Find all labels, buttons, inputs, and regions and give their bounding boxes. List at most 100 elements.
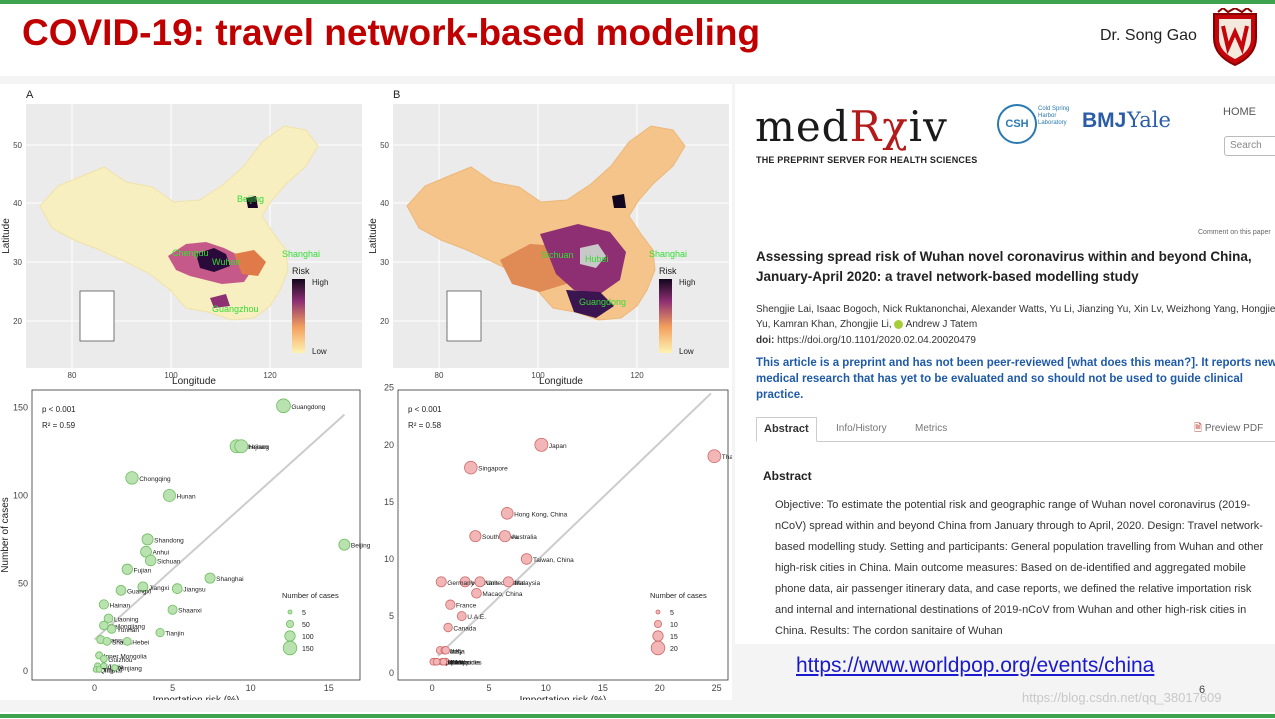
data-point (500, 507, 514, 520)
y-tick-label: 10 (384, 554, 394, 564)
data-point (469, 530, 482, 543)
data-point-label: Gansu (106, 638, 126, 645)
y-tick-label: 150 (13, 403, 28, 413)
regression-line (93, 413, 346, 641)
university-crest-icon (1213, 8, 1257, 66)
data-point-label: Tianjin (165, 631, 184, 638)
y-tick-label: 25 (384, 383, 394, 393)
data-point (141, 533, 154, 546)
plot-frame (31, 389, 361, 681)
data-point (498, 530, 511, 543)
svg-text:80: 80 (68, 371, 77, 380)
data-point-label: Shaanxi (178, 608, 202, 615)
medrxiv-logo[interactable]: medRχiv (755, 102, 948, 151)
data-point (100, 655, 108, 663)
tab-info-history[interactable]: Info/History (836, 423, 887, 434)
legend-marker (655, 609, 661, 615)
data-point (445, 599, 456, 610)
svg-text:Low: Low (679, 347, 694, 356)
comment-link[interactable]: Comment on this paper (1198, 229, 1271, 236)
tab-abstract[interactable]: Abstract (756, 417, 817, 442)
svg-text:Wuhan: Wuhan (212, 257, 240, 267)
data-point (474, 576, 486, 588)
data-point-label: Japan (549, 443, 567, 450)
y-tick-label: 20 (384, 440, 394, 450)
data-point-label: Tibet (103, 667, 117, 674)
data-point (95, 666, 103, 673)
map-b-risk-hubei (580, 244, 606, 268)
map-a-risk-core (196, 248, 230, 272)
orcid-icon[interactable] (894, 319, 904, 329)
data-point-label: Malaysia (514, 580, 540, 587)
data-point-label: Thailand (722, 454, 732, 461)
x-tick-label: 0 (430, 683, 435, 693)
top-border (0, 0, 1275, 4)
data-point (111, 664, 119, 672)
figure-svg: A Beijing Chengdu Wuhan Shanghai Guangzh… (0, 89, 732, 700)
search-input[interactable]: Search (1224, 136, 1275, 156)
data-point-label: Sri Lanka (441, 660, 469, 667)
data-point-label: Italy (451, 648, 464, 655)
bmj-logo[interactable]: BMJ (1082, 109, 1127, 132)
map-b-axes: 80 100 120 20 30 40 50 Longitude Latitud… (368, 141, 644, 387)
data-point-label: Hebei (132, 639, 149, 646)
legend-value: 10 (670, 622, 678, 629)
legend-marker (285, 620, 294, 629)
svg-text:20: 20 (380, 317, 389, 326)
preview-pdf-button[interactable]: 🗎 Preview PDF (1194, 423, 1264, 434)
data-point-label: Spain (447, 660, 464, 667)
data-point (520, 553, 533, 565)
map-b-city-labels: Sichuan Hubei Shanghai Guangdong (541, 249, 687, 307)
y-tick-label: 5 (389, 611, 394, 621)
data-point-label: Chongqing (139, 476, 171, 483)
map-a-legend: Risk High Low (292, 266, 328, 356)
legend-title: Number of cases (282, 591, 339, 600)
data-point (171, 583, 183, 594)
article-doi: doi: https://doi.org/10.1101/2020.02.04.… (756, 335, 976, 346)
article-tabs: Abstract Info/History Metrics 🗎 Preview … (756, 417, 1275, 442)
data-point (121, 563, 133, 575)
legend-marker (282, 640, 298, 656)
article-authors: Shengjie Lai, Isaac Bogoch, Nick Ruktano… (756, 304, 1275, 330)
data-point (502, 576, 514, 588)
map-b-risk-beijing (612, 194, 626, 208)
regression-line (437, 392, 712, 657)
legend-marker (652, 630, 664, 642)
scatter-plot-countries: 0 5 10 15 20 25 0 5 10 15 20 25 Importation risk (%)… (384, 383, 732, 700)
legend-title: Number of cases (650, 591, 707, 600)
x-tick-label: 15 (598, 683, 608, 693)
data-point-label: Guizhou (108, 657, 133, 664)
data-point (107, 624, 117, 634)
data-point-label: Jiangsu (183, 587, 206, 594)
x-tick-label: 15 (324, 683, 334, 693)
tab-metrics[interactable]: Metrics (915, 423, 948, 434)
svg-text:Guangdong: Guangdong (579, 297, 626, 307)
x-tick-label: 25 (712, 683, 722, 693)
yale-logo[interactable]: Yale (1127, 108, 1171, 132)
svg-text:Guangzhou: Guangzhou (212, 304, 259, 314)
svg-text:50: 50 (13, 141, 22, 150)
svg-text:20: 20 (13, 317, 22, 326)
data-point (115, 585, 127, 596)
map-a-risk-guangzhou (210, 294, 230, 308)
data-point-label: U.A.E. (467, 614, 486, 621)
data-point (162, 488, 176, 502)
home-link[interactable]: HOME (1223, 106, 1256, 118)
svg-text:120: 120 (630, 371, 644, 380)
data-point-label: Heilongjiang (109, 624, 145, 631)
data-point-label: Sichuan (157, 558, 181, 565)
data-point-label: India (448, 660, 462, 667)
x-axis-label: Importation risk (%) (520, 695, 607, 700)
worldpop-link[interactable]: https://www.worldpop.org/events/china (796, 654, 1155, 677)
svg-text:Hubei: Hubei (585, 254, 609, 264)
p-value-label: p < 0.001 (42, 405, 76, 414)
csh-logo-icon[interactable]: CSH (997, 104, 1037, 144)
doi-link[interactable]: https://doi.org/10.1101/2020.02.04.20020… (777, 335, 976, 346)
x-axis-label: Importation risk (%) (153, 695, 240, 700)
data-point (276, 398, 291, 414)
map-a-risk-east (234, 250, 266, 276)
data-point-label: Cambodia (450, 660, 480, 667)
data-point (125, 471, 139, 485)
data-point-label: Macao, China (482, 591, 522, 598)
data-point (435, 576, 447, 588)
